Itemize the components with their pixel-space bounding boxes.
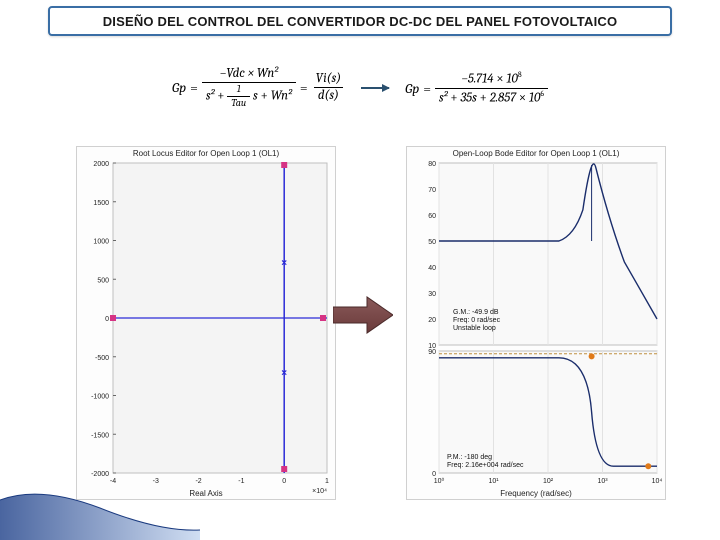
- svg-text:P.M.: -180 deg: P.M.: -180 deg: [447, 454, 492, 461]
- svg-text:60: 60: [428, 213, 436, 220]
- svg-text:-500: -500: [95, 355, 109, 362]
- svg-text:10⁴: 10⁴: [652, 478, 663, 485]
- equation-1: Gp = −Vdc × Wn² s² + 1 Tau s + Wn² = Vi(…: [172, 67, 345, 109]
- svg-text:×: ×: [281, 258, 287, 269]
- svg-text:1500: 1500: [93, 200, 109, 207]
- bode-xlabel: Frequency (rad/sec): [407, 489, 665, 498]
- root-locus-plot: Root Locus Editor for Open Loop 1 (OL1) …: [76, 146, 336, 500]
- svg-text:G.M.: -49.9 dB: G.M.: -49.9 dB: [453, 309, 499, 316]
- svg-text:0: 0: [105, 316, 109, 323]
- bode-plot: Open-Loop Bode Editor for Open Loop 1 (O…: [406, 146, 666, 500]
- svg-text:1000: 1000: [93, 239, 109, 246]
- svg-text:10²: 10²: [543, 478, 554, 485]
- root-locus-title: Root Locus Editor for Open Loop 1 (OL1): [77, 149, 335, 158]
- svg-text:Unstable loop: Unstable loop: [453, 325, 496, 332]
- svg-text:Freq: 2.16e+004 rad/sec: Freq: 2.16e+004 rad/sec: [447, 462, 524, 469]
- bode-title: Open-Loop Bode Editor for Open Loop 1 (O…: [407, 149, 665, 158]
- svg-text:10¹: 10¹: [488, 478, 499, 485]
- svg-text:2000: 2000: [93, 161, 109, 168]
- svg-text:70: 70: [428, 187, 436, 194]
- svg-text:0: 0: [282, 478, 286, 485]
- title-bar: DISEÑO DEL CONTROL DEL CONVERTIDOR DC-DC…: [48, 6, 672, 36]
- svg-text:40: 40: [428, 265, 436, 272]
- svg-text:30: 30: [428, 291, 436, 298]
- svg-text:-1500: -1500: [91, 432, 109, 439]
- svg-text:500: 500: [97, 277, 109, 284]
- svg-text:20: 20: [428, 317, 436, 324]
- arrow-right-icon: [361, 87, 389, 89]
- svg-text:-2000: -2000: [91, 471, 109, 478]
- formula-row: Gp = −Vdc × Wn² s² + 1 Tau s + Wn² = Vi(…: [0, 58, 720, 118]
- root-locus-svg: 2000150010005000-500-1000-1500-2000-4-3-…: [77, 147, 335, 499]
- svg-text:-1: -1: [238, 478, 244, 485]
- bode-svg: 807060504030201090010⁰10¹10²10³10⁴G.M.: …: [407, 147, 665, 499]
- page-title: DISEÑO DEL CONTROL DEL CONVERTIDOR DC-DC…: [103, 14, 618, 29]
- swoosh-decoration: [0, 480, 200, 540]
- svg-text:×: ×: [281, 368, 287, 379]
- svg-text:10⁰: 10⁰: [434, 477, 445, 485]
- svg-text:-1000: -1000: [91, 394, 109, 401]
- svg-text:90: 90: [428, 349, 436, 356]
- svg-text:10³: 10³: [597, 478, 608, 485]
- block-arrow-icon: [333, 295, 393, 335]
- svg-text:50: 50: [428, 239, 436, 246]
- svg-text:0: 0: [432, 471, 436, 478]
- svg-text:Freq: 0 rad/sec: Freq: 0 rad/sec: [453, 317, 501, 324]
- equation-2: Gp = −5.714 × 108 s² + 35s + 2.857 × 106: [405, 71, 548, 105]
- svg-text:1: 1: [325, 478, 329, 485]
- svg-text:80: 80: [428, 161, 436, 168]
